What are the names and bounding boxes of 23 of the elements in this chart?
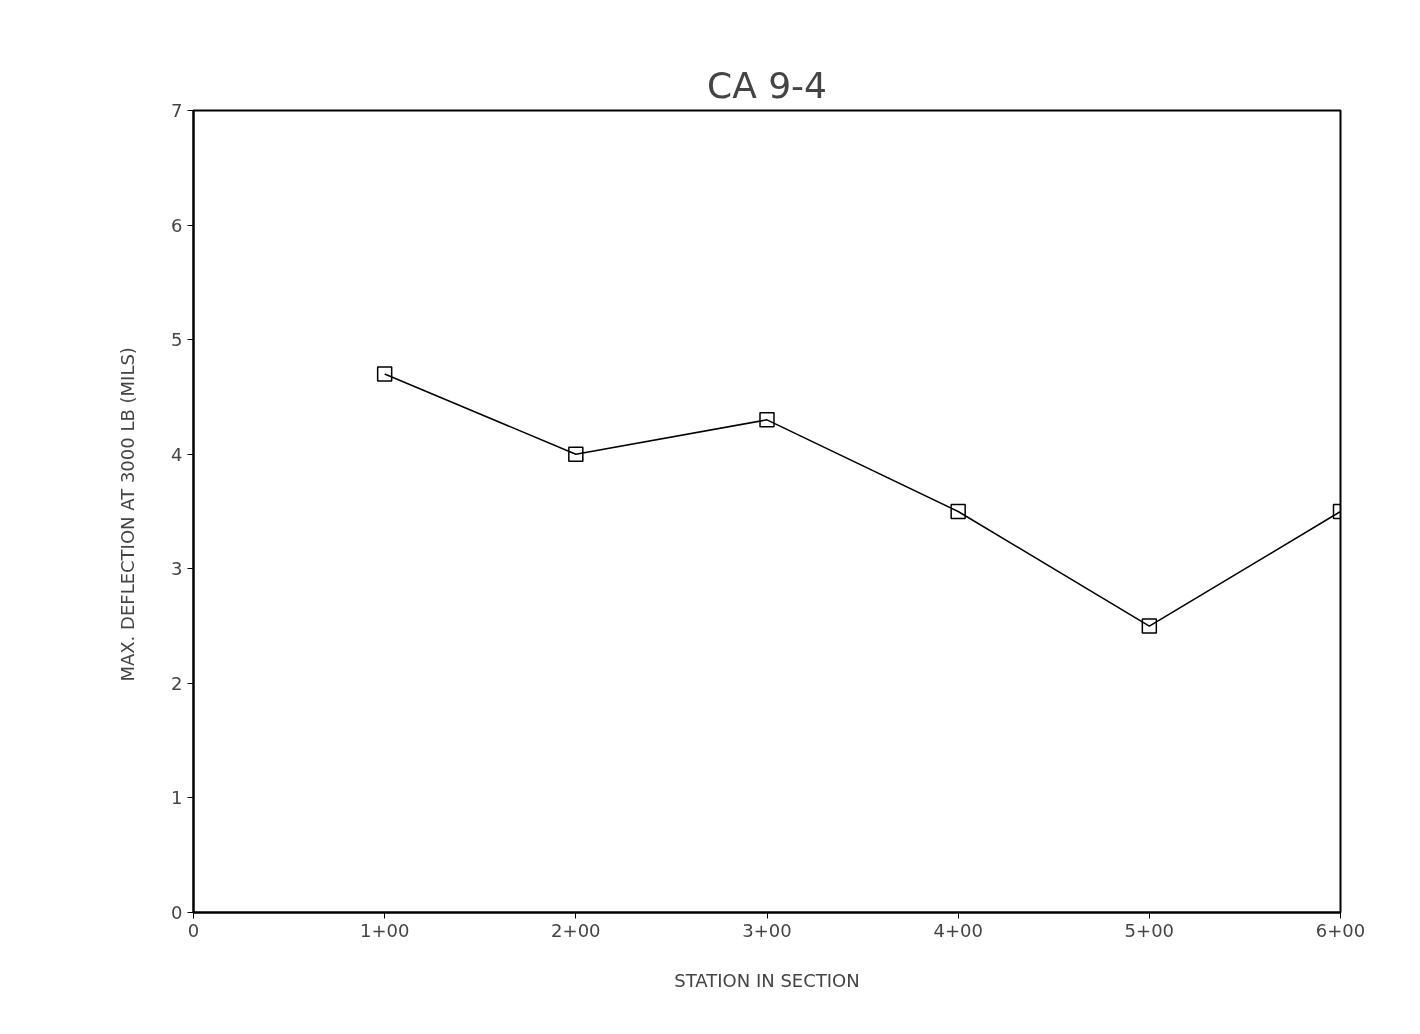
- point: [759, 412, 775, 428]
- y-tick-label: 5: [171, 329, 183, 351]
- x-tick-label: 0: [187, 919, 200, 941]
- y-tick-label: 4: [171, 443, 183, 465]
- y-tick-label: 1: [171, 787, 183, 809]
- x-tick-label: 5+00: [1124, 919, 1175, 941]
- x-tick-label: 6+00: [1315, 919, 1366, 941]
- x-tick-label: 3+00: [742, 919, 792, 941]
- point: [950, 503, 966, 520]
- y-tick-label: 0: [171, 902, 183, 923]
- x-tick-label: 2+00: [551, 919, 601, 941]
- y-tick-label: 6: [171, 214, 183, 236]
- point: [376, 366, 393, 382]
- y-tick-label: 2: [171, 672, 183, 694]
- chart-title: CA 9-4: [707, 64, 828, 106]
- point: [568, 446, 584, 462]
- y-axis-title: MAX. DEFLECTION AT 3000 LB (MILS): [117, 347, 139, 682]
- x-tick-label: 1+00: [359, 919, 410, 941]
- x-tick-label: 4+00: [933, 919, 983, 941]
- x-axis-title: STATION IN SECTION: [674, 969, 860, 991]
- y-tick-label: 7: [171, 100, 183, 121]
- y-tick-label: 3: [171, 558, 183, 580]
- point: [1141, 618, 1158, 634]
